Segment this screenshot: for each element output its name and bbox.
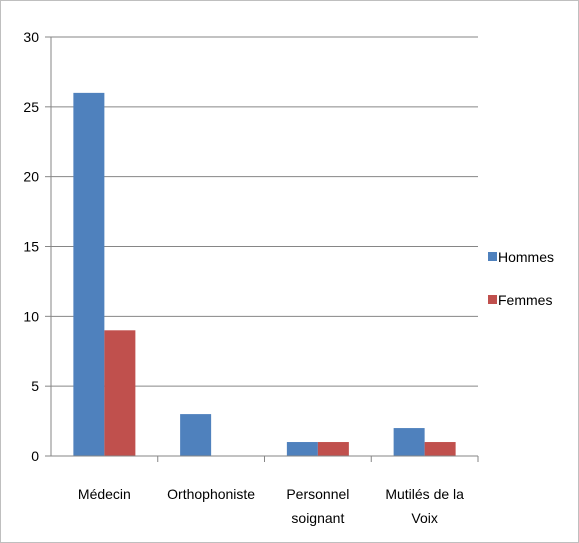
x-tick-label: Orthophoniste <box>167 486 255 502</box>
x-tick-label: Médecin <box>78 486 131 502</box>
bar-femmes <box>317 442 349 456</box>
x-tick-label: Voix <box>411 510 437 526</box>
y-tick-label: 0 <box>31 448 39 464</box>
y-tick-label: 15 <box>23 239 39 255</box>
legend-label-femmes: Femmes <box>498 292 552 308</box>
y-axis-ticks: 0 5 10 15 20 25 30 <box>23 29 51 464</box>
bar-hommes <box>286 442 318 456</box>
y-tick-label: 25 <box>23 99 39 115</box>
bar-hommes <box>393 428 425 456</box>
y-tick-label: 30 <box>23 29 39 45</box>
legend-swatch-hommes <box>488 252 497 261</box>
legend: Hommes Femmes <box>488 249 554 308</box>
x-tick-label: Personnel <box>286 486 349 502</box>
bar-femmes <box>424 442 456 456</box>
y-tick-label: 5 <box>31 378 39 394</box>
y-tick-label: 20 <box>23 169 39 185</box>
legend-swatch-femmes <box>488 295 497 304</box>
bars <box>73 92 456 456</box>
x-axis-labels: Médecin Orthophoniste Personnel soignant Mut… <box>78 486 464 526</box>
bar-hommes <box>73 92 105 456</box>
bar-hommes <box>180 414 212 456</box>
x-tick-label: Mutilés de la <box>385 486 464 502</box>
y-tick-label: 10 <box>23 308 39 324</box>
bar-femmes <box>104 330 136 456</box>
legend-label-hommes: Hommes <box>498 249 554 265</box>
gridlines <box>51 36 478 387</box>
axes <box>50 37 479 462</box>
x-tick-label: soignant <box>291 510 344 526</box>
